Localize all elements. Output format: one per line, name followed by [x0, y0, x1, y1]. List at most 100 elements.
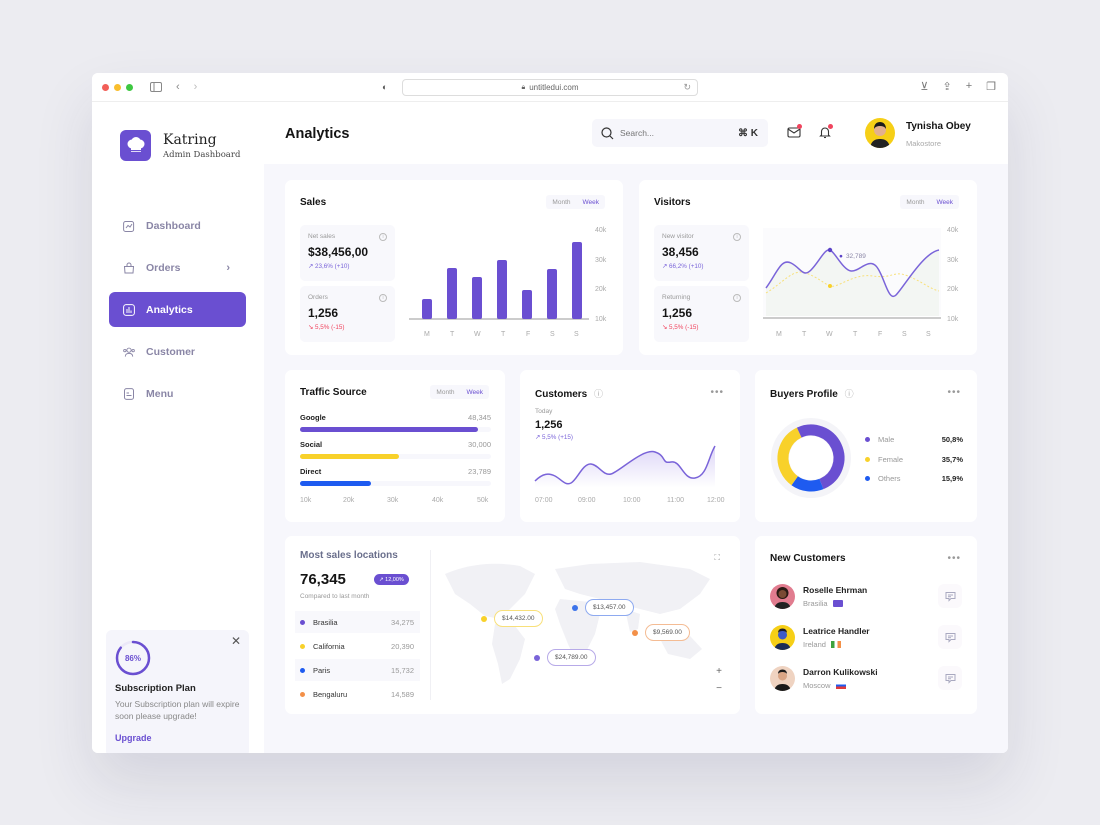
more-options-icon[interactable]: •••: [947, 553, 961, 564]
location-row[interactable]: Brasilia 34,275: [295, 611, 420, 633]
toggle-month[interactable]: Month: [436, 388, 455, 396]
minimize-window-button[interactable]: [114, 83, 121, 91]
zoom-out-button[interactable]: −: [716, 683, 722, 694]
info-icon[interactable]: i: [379, 294, 387, 302]
location-row[interactable]: California 20,390: [295, 635, 420, 657]
back-icon[interactable]: ‹: [176, 81, 180, 93]
location-name: Paris: [313, 665, 331, 675]
progress-track: [300, 454, 491, 459]
sidebar-item-menu[interactable]: Menu: [109, 376, 246, 411]
top-header: Analytics ⌘ K Tynisha Obey Makostore: [264, 102, 1008, 164]
x-tick: 20k: [343, 497, 355, 504]
chart-line-icon: [123, 220, 135, 232]
upgrade-link[interactable]: Upgrade: [115, 733, 152, 743]
fullscreen-icon[interactable]: ⛶: [714, 553, 720, 562]
info-icon[interactable]: ⓘ: [594, 389, 604, 399]
info-icon[interactable]: i: [733, 294, 741, 302]
subscription-text: Your Subscription plan will expire soon …: [115, 699, 240, 721]
legend-label: Female: [878, 455, 904, 464]
address-bar[interactable]: 🔒︎ untitledui.com ↻: [402, 79, 698, 96]
forward-icon[interactable]: ›: [193, 81, 198, 93]
toggle-month[interactable]: Month: [552, 198, 571, 206]
privacy-shield-icon[interactable]: ◐: [382, 82, 388, 92]
card-title: Visitors: [654, 197, 691, 208]
new-tab-icon[interactable]: +: [965, 80, 973, 92]
share-icon[interactable]: ⇪: [942, 81, 952, 93]
stat-change-text: 23,6% (+10): [315, 263, 350, 270]
toggle-month[interactable]: Month: [906, 198, 925, 206]
sidebar-item-dashboard[interactable]: Dashboard: [109, 208, 246, 243]
customer-name: Darron Kulikowski: [803, 667, 878, 677]
x-tick: T: [450, 331, 455, 338]
badge-text: 12,00%: [385, 576, 404, 583]
traffic-name: Google: [300, 413, 326, 422]
tabs-overview-icon[interactable]: ❐: [986, 81, 996, 93]
location-row[interactable]: Bengaluru 14,589: [295, 683, 420, 705]
y-tick: 20k: [595, 286, 607, 293]
info-icon[interactable]: i: [379, 233, 387, 241]
sidebar-item-orders[interactable]: Orders ›: [109, 250, 246, 285]
message-button[interactable]: [938, 625, 962, 649]
toggle-week[interactable]: Week: [582, 198, 600, 206]
brand-logo[interactable]: Katring Admin Dashboard: [120, 130, 240, 161]
map-pin[interactable]: $24,789.00: [534, 649, 596, 666]
toggle-week[interactable]: Week: [466, 388, 484, 396]
location-text: Brasilia: [803, 599, 828, 608]
download-icon[interactable]: ⊻: [920, 81, 929, 93]
info-icon[interactable]: i: [733, 233, 741, 241]
search-input[interactable]: [620, 128, 730, 138]
close-icon[interactable]: ✕: [230, 634, 241, 648]
location-row[interactable]: Paris 15,732: [295, 659, 420, 681]
reload-icon[interactable]: ↻: [683, 82, 691, 92]
maximize-window-button[interactable]: [126, 83, 133, 91]
progress-bar: [300, 454, 400, 459]
zoom-in-button[interactable]: +: [716, 666, 722, 677]
sidebar-toggle-icon[interactable]: [150, 82, 162, 92]
legend-others: Others 15,9%: [865, 474, 963, 483]
pin-dot: [534, 654, 540, 661]
user-icon: ●: [839, 253, 843, 260]
map-pin[interactable]: $14,432.00: [481, 610, 543, 627]
x-tick: 10:00: [623, 497, 641, 504]
card-title: Traffic Source: [300, 387, 367, 398]
more-options-icon[interactable]: •••: [947, 387, 961, 398]
bag-icon: [123, 262, 135, 274]
stat-change-text: 66,2% (+10): [669, 263, 704, 270]
y-tick: 20k: [947, 286, 959, 293]
legend-value: 35,7%: [941, 455, 963, 464]
message-button[interactable]: [938, 584, 962, 608]
location-dot: [300, 691, 305, 697]
location-name: Brasilia: [313, 617, 338, 627]
customer-item[interactable]: Leatrice Handler Ireland: [770, 625, 962, 655]
customer-item[interactable]: Roselle Ehrman Brasilia: [770, 584, 962, 614]
avatar: [770, 625, 795, 650]
subscription-title: Subscription Plan: [115, 683, 196, 694]
customer-item[interactable]: Darron Kulikowski Moscow: [770, 666, 962, 696]
notifications-button[interactable]: [818, 124, 833, 139]
x-tick: T: [802, 331, 807, 338]
legend-dot: [865, 437, 870, 442]
notification-dot: [828, 124, 833, 129]
sidebar-item-customer[interactable]: Customer: [109, 334, 246, 369]
close-window-button[interactable]: [102, 83, 109, 91]
mail-button[interactable]: [787, 124, 802, 139]
toggle-week[interactable]: Week: [936, 198, 954, 206]
map-pin[interactable]: $13,457.00: [572, 599, 634, 616]
stat-change-text: 5,5% (-15): [669, 324, 699, 331]
more-options-icon[interactable]: •••: [710, 387, 724, 398]
message-button[interactable]: [938, 666, 962, 690]
stat-change-text: 5,5% (-15): [315, 324, 345, 331]
location-value: 14,589: [391, 689, 414, 699]
sidebar-item-analytics[interactable]: Analytics: [109, 292, 246, 327]
traffic-source-card: Traffic Source Month Week Google 48,345 …: [285, 370, 505, 522]
x-tick: 09:00: [578, 497, 596, 504]
card-title: Customers ⓘ: [535, 387, 603, 400]
sidebar-nav: Dashboard Orders › Analytics Customer Me…: [109, 208, 246, 418]
sales-card: Sales Month Week Net sales $38,456,00 ↗ …: [285, 180, 623, 355]
info-icon[interactable]: ⓘ: [844, 389, 854, 399]
stat-change: ↗ 66,2% (+10): [662, 263, 704, 270]
x-tick: 30k: [387, 497, 399, 504]
map-pin[interactable]: $9,569.00: [632, 624, 690, 641]
user-avatar[interactable]: [865, 118, 895, 148]
search-box[interactable]: ⌘ K: [592, 119, 768, 147]
